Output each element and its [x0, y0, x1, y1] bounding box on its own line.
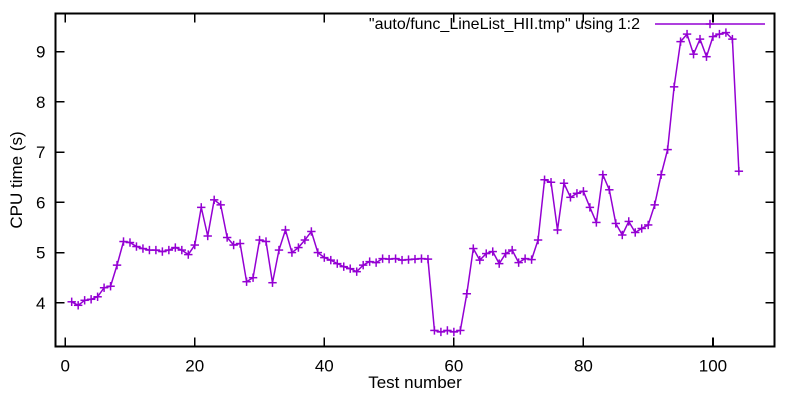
data-series-group [67, 28, 744, 337]
y-tick-label: 4 [36, 294, 45, 313]
y-tick-label: 7 [36, 143, 45, 162]
x-tick-label: 20 [185, 357, 204, 376]
x-axis-title: Test number [368, 373, 462, 392]
legend-entry-label: "auto/func_LineList_HII.tmp" using 1:2 [369, 16, 640, 33]
legend: "auto/func_LineList_HII.tmp" using 1:2 [369, 16, 765, 33]
plot-frame [54, 12, 776, 348]
y-tick-label: 8 [36, 93, 45, 112]
y-axis-title: CPU time (s) [7, 131, 26, 228]
x-tick-label: 0 [60, 357, 69, 376]
y-tick-label: 9 [36, 43, 45, 62]
x-tick-label: 40 [315, 357, 334, 376]
series-polyline [71, 31, 740, 333]
legend-sample-line [655, 19, 765, 29]
x-axis-ticks: 0 20 40 60 80 100 [60, 13, 727, 376]
x-tick-label: 80 [574, 357, 593, 376]
y-tick-label: 5 [36, 244, 45, 263]
y-axis-ticks: 4 5 6 7 8 9 [36, 43, 775, 313]
series-point-markers [67, 28, 744, 337]
y-tick-label: 6 [36, 193, 45, 212]
x-tick-label: 100 [699, 357, 727, 376]
x-tick-label: 60 [444, 357, 463, 376]
